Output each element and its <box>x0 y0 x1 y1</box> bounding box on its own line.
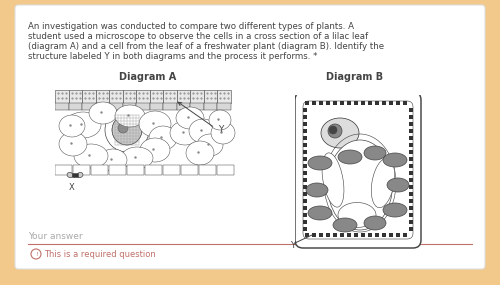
Bar <box>163 165 180 175</box>
Ellipse shape <box>149 126 177 150</box>
Bar <box>122 103 136 110</box>
Bar <box>55 103 68 110</box>
Ellipse shape <box>372 158 394 208</box>
Bar <box>136 103 149 110</box>
Bar <box>204 103 217 110</box>
Bar <box>217 90 230 103</box>
Bar <box>136 90 149 103</box>
Ellipse shape <box>333 218 357 232</box>
Ellipse shape <box>308 156 332 170</box>
Ellipse shape <box>364 146 386 160</box>
Bar <box>109 165 126 175</box>
Ellipse shape <box>89 102 117 124</box>
Ellipse shape <box>65 112 101 138</box>
Ellipse shape <box>77 172 83 178</box>
Text: (diagram A) and a cell from the leaf of a freshwater plant (diagram B). Identify: (diagram A) and a cell from the leaf of … <box>28 42 384 51</box>
Text: structure labeled Y in both diagrams and the process it performs. *: structure labeled Y in both diagrams and… <box>28 52 318 61</box>
Bar <box>68 90 82 103</box>
Ellipse shape <box>328 124 342 138</box>
Ellipse shape <box>59 115 85 137</box>
Ellipse shape <box>322 153 344 207</box>
Bar <box>199 165 216 175</box>
Ellipse shape <box>364 216 386 230</box>
Text: student used a microscope to observe the cells in a cross section of a lilac lea: student used a microscope to observe the… <box>28 32 368 41</box>
Ellipse shape <box>308 206 332 220</box>
Circle shape <box>105 108 149 152</box>
Ellipse shape <box>140 138 170 162</box>
Text: Diagram A: Diagram A <box>120 72 176 82</box>
Text: X: X <box>69 183 75 192</box>
Ellipse shape <box>99 149 127 171</box>
Ellipse shape <box>328 140 392 230</box>
Bar <box>217 103 230 110</box>
Bar <box>150 90 163 103</box>
Ellipse shape <box>383 153 407 167</box>
Ellipse shape <box>383 203 407 217</box>
Bar <box>96 90 109 103</box>
Bar <box>127 165 144 175</box>
Bar <box>163 90 176 103</box>
FancyBboxPatch shape <box>15 5 485 269</box>
Ellipse shape <box>387 178 409 192</box>
FancyBboxPatch shape <box>295 92 421 248</box>
Bar <box>150 103 163 110</box>
Text: This is a required question: This is a required question <box>44 250 156 259</box>
Bar <box>109 103 122 110</box>
Text: Diagram B: Diagram B <box>326 72 384 82</box>
Ellipse shape <box>329 126 337 134</box>
Bar <box>55 165 72 175</box>
Bar <box>176 103 190 110</box>
Ellipse shape <box>67 172 73 178</box>
Text: !: ! <box>34 251 37 256</box>
Bar <box>82 103 96 110</box>
Bar <box>72 173 78 177</box>
Bar <box>163 103 176 110</box>
Text: Y: Y <box>218 125 224 135</box>
Bar <box>190 103 203 110</box>
Ellipse shape <box>121 147 153 169</box>
Ellipse shape <box>209 110 231 130</box>
Bar <box>82 90 96 103</box>
Ellipse shape <box>170 121 200 145</box>
Bar <box>122 90 136 103</box>
Ellipse shape <box>306 183 328 197</box>
Ellipse shape <box>321 118 359 148</box>
Ellipse shape <box>338 150 362 164</box>
Text: Your answer: Your answer <box>28 232 82 241</box>
Bar <box>181 165 198 175</box>
Ellipse shape <box>74 144 108 168</box>
Ellipse shape <box>189 119 217 143</box>
Ellipse shape <box>211 122 235 144</box>
Bar <box>73 165 90 175</box>
Bar <box>91 165 108 175</box>
Ellipse shape <box>115 105 145 127</box>
Ellipse shape <box>139 111 171 137</box>
Circle shape <box>112 115 142 145</box>
Ellipse shape <box>59 132 87 156</box>
Circle shape <box>118 123 128 133</box>
Bar <box>109 90 122 103</box>
Text: Y: Y <box>290 241 296 249</box>
Bar <box>217 165 234 175</box>
Bar <box>145 165 162 175</box>
Bar <box>55 90 68 103</box>
Bar <box>68 103 82 110</box>
Ellipse shape <box>186 141 214 165</box>
Bar <box>176 90 190 103</box>
Ellipse shape <box>197 134 223 156</box>
Bar <box>190 90 203 103</box>
Bar <box>96 103 109 110</box>
Ellipse shape <box>338 203 376 227</box>
Text: An investigation was conducted to compare two different types of plants. A: An investigation was conducted to compar… <box>28 22 354 31</box>
Bar <box>204 90 217 103</box>
Ellipse shape <box>176 107 204 129</box>
